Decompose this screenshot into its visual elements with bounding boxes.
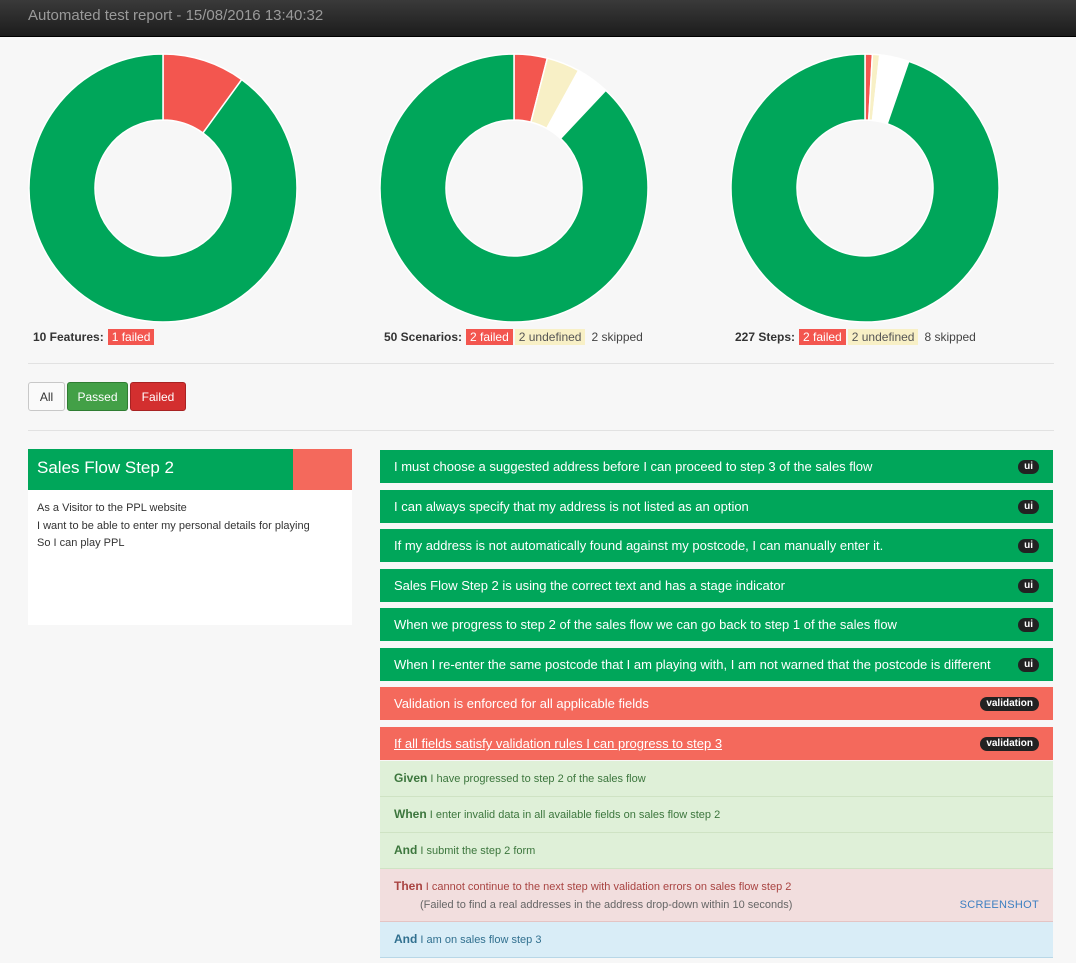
filter-all-button[interactable]: All [28, 382, 65, 411]
feature-description-line: As a Visitor to the PPL website [37, 502, 187, 514]
scenario-tag-badge: ui [1018, 579, 1039, 593]
donut-slice-passed [730, 53, 1000, 323]
step-text: I am on sales flow step 3 [420, 934, 542, 946]
step-keyword: And [394, 932, 418, 946]
report-title: Automated test report - 15/08/2016 13:40… [28, 7, 324, 24]
scenario-tag-badge: validation [980, 697, 1039, 711]
steps-summary: 227 Steps: 2 failed 2 undefined 8 skipped [735, 329, 982, 345]
steps-undefined-tag: 2 undefined [847, 329, 919, 345]
features-count: 10 Features: [33, 330, 104, 344]
scenario-row-expanded[interactable]: If all fields satisfy validation rules I… [380, 727, 1053, 760]
scenario-row[interactable]: When we progress to step 2 of the sales … [380, 608, 1053, 641]
step-row: And I submit the step 2 form [380, 833, 1053, 869]
step-row-skipped: And I am on sales flow step 3 [380, 922, 1053, 958]
step-row: When I enter invalid data in all availab… [380, 797, 1053, 833]
scenario-title: When we progress to step 2 of the sales … [394, 617, 897, 632]
step-error-message: (Failed to find a real addresses in the … [420, 899, 793, 911]
filter-failed-button[interactable]: Failed [130, 382, 186, 411]
scenarios-undefined-tag: 2 undefined [514, 329, 586, 345]
filter-passed-button[interactable]: Passed [67, 382, 128, 411]
donut-slice-passed [28, 53, 298, 323]
features-donut-chart [28, 53, 298, 323]
scenarios-count: 50 Scenarios: [384, 330, 463, 344]
scenario-row[interactable]: Sales Flow Step 2 is using the correct t… [380, 569, 1053, 602]
steps-donut-chart [730, 53, 1000, 323]
scenario-title: Validation is enforced for all applicabl… [394, 696, 649, 711]
feature-description-line: I want to be able to enter my personal d… [37, 519, 310, 532]
step-text: I have progressed to step 2 of the sales… [430, 773, 646, 785]
step-row-failed: Then I cannot continue to the next step … [380, 869, 1053, 922]
scenario-row[interactable]: When I re-enter the same postcode that I… [380, 648, 1053, 681]
scenario-tag-badge: ui [1018, 539, 1039, 553]
scenario-tag-badge: ui [1018, 500, 1039, 514]
scenario-tag-badge: ui [1018, 658, 1039, 672]
feature-header[interactable]: Sales Flow Step 2 [28, 449, 352, 490]
feature-card[interactable]: Sales Flow Step 2 As a Visitor to the PP… [28, 449, 352, 625]
steps-skipped-tag: 8 skipped [924, 330, 976, 344]
scenario-tag-badge: ui [1018, 618, 1039, 632]
scenarios-donut-chart [379, 53, 649, 323]
scenario-title: I can always specify that my address is … [394, 499, 749, 514]
scenario-row[interactable]: I can always specify that my address is … [380, 490, 1053, 523]
scenario-title: I must choose a suggested address before… [394, 459, 873, 474]
divider [28, 363, 1054, 364]
scenario-row[interactable]: If my address is not automatically found… [380, 529, 1053, 562]
screenshot-link[interactable]: SCREENSHOT [959, 899, 1039, 911]
divider [28, 430, 1054, 431]
feature-description-line: So I can play PPL [37, 537, 125, 549]
steps-count: 227 Steps: [735, 330, 796, 344]
scenario-row[interactable]: I must choose a suggested address before… [380, 450, 1053, 483]
top-bar: Automated test report - 15/08/2016 13:40… [0, 0, 1076, 37]
step-keyword: And [394, 843, 418, 857]
step-keyword: Then [394, 879, 423, 893]
step-row: Given I have progressed to step 2 of the… [380, 761, 1053, 797]
scenarios-skipped-tag: 2 skipped [591, 330, 643, 344]
step-text: I cannot continue to the next step with … [425, 881, 792, 893]
features-summary: 10 Features: 1 failed [33, 329, 156, 345]
donut-slice-passed [379, 53, 649, 323]
feature-name: Sales Flow Step 2 [37, 458, 175, 477]
scenario-title: When I re-enter the same postcode that I… [394, 657, 991, 672]
scenarios-failed-tag: 2 failed [466, 329, 513, 345]
step-keyword: Given [394, 771, 428, 785]
feature-description: As a Visitor to the PPL website I want t… [37, 500, 310, 553]
scenario-tag-badge: ui [1018, 460, 1039, 474]
scenario-row[interactable]: Validation is enforced for all applicabl… [380, 687, 1053, 720]
scenario-title: If my address is not automatically found… [394, 538, 884, 553]
scenario-title: Sales Flow Step 2 is using the correct t… [394, 578, 785, 593]
feature-failed-indicator [293, 449, 352, 490]
step-keyword: When [394, 807, 427, 821]
scenario-tag-badge: validation [980, 737, 1039, 751]
steps-failed-tag: 2 failed [799, 329, 846, 345]
step-text: I submit the step 2 form [420, 845, 536, 857]
scenarios-summary: 50 Scenarios: 2 failed 2 undefined 2 skippe… [384, 329, 649, 345]
step-text: I enter invalid data in all available fi… [429, 809, 721, 821]
scenario-title-link[interactable]: If all fields satisfy validation rules I… [394, 736, 723, 751]
features-failed-tag: 1 failed [107, 329, 155, 345]
